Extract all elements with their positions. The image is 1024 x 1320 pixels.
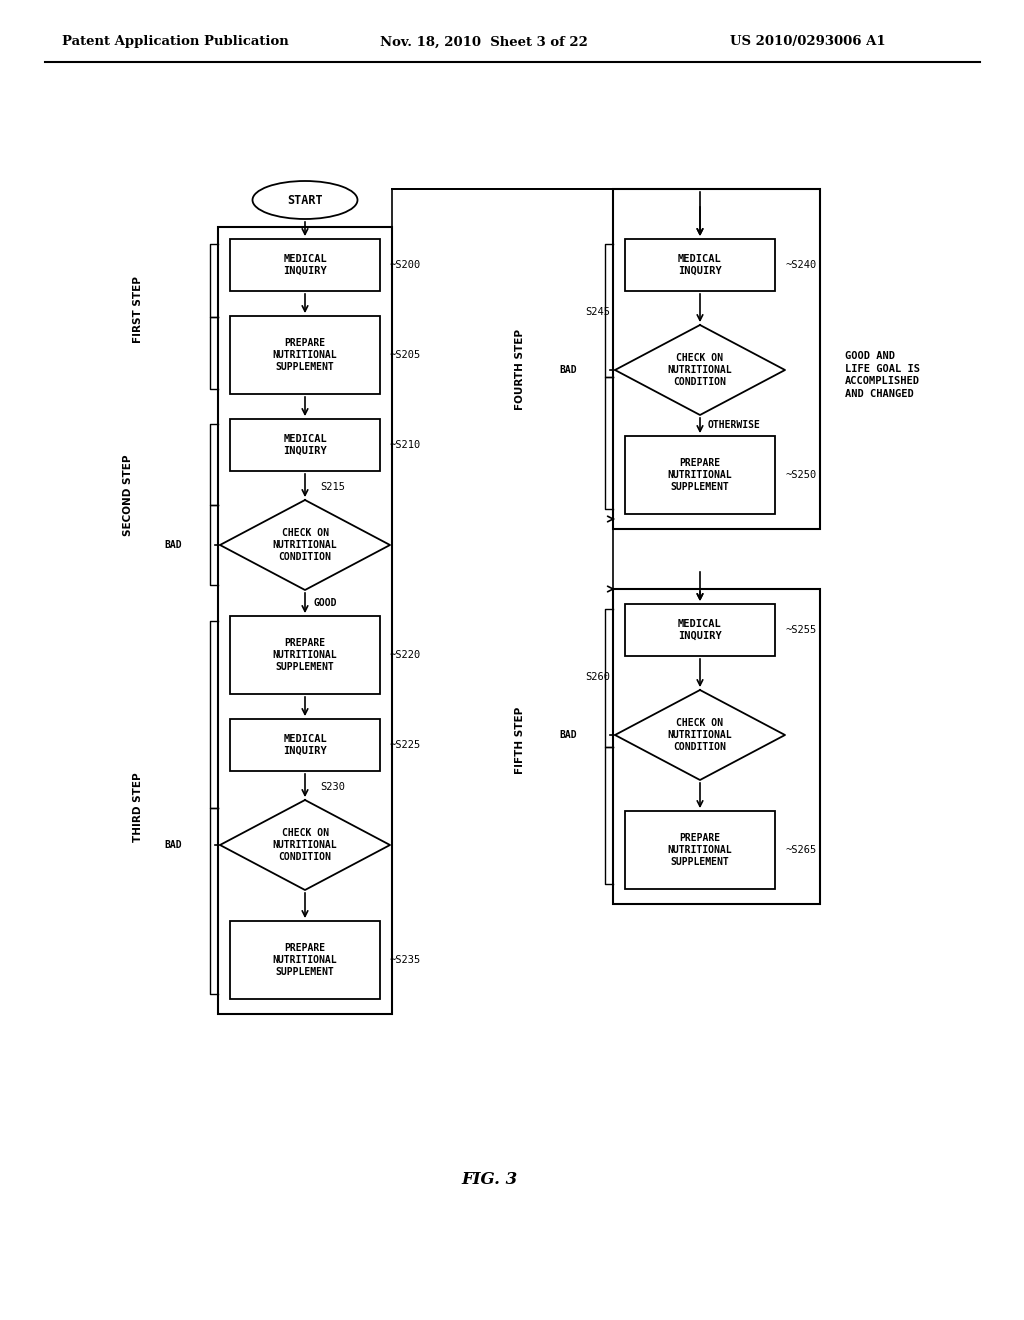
Text: ~S250: ~S250 — [785, 470, 816, 480]
Text: S260: S260 — [585, 672, 610, 682]
Text: FIFTH STEP: FIFTH STEP — [515, 706, 525, 774]
Text: Nov. 18, 2010  Sheet 3 of 22: Nov. 18, 2010 Sheet 3 of 22 — [380, 36, 588, 49]
Text: BAD: BAD — [559, 366, 577, 375]
Text: ~S205: ~S205 — [390, 350, 421, 360]
Polygon shape — [220, 800, 390, 890]
Text: MEDICAL
INQUIRY: MEDICAL INQUIRY — [678, 253, 722, 276]
Text: THIRD STEP: THIRD STEP — [133, 772, 143, 842]
Text: S245: S245 — [585, 308, 610, 317]
Text: FIG. 3: FIG. 3 — [462, 1172, 518, 1188]
Text: BAD: BAD — [165, 840, 182, 850]
Text: OTHERWISE: OTHERWISE — [708, 421, 761, 430]
Text: S215: S215 — [319, 482, 345, 492]
Text: S230: S230 — [319, 781, 345, 792]
Text: SECOND STEP: SECOND STEP — [123, 454, 133, 536]
FancyBboxPatch shape — [625, 810, 775, 888]
Text: CHECK ON
NUTRITIONAL
CONDITION: CHECK ON NUTRITIONAL CONDITION — [668, 718, 732, 752]
Text: ~S265: ~S265 — [785, 845, 816, 855]
FancyBboxPatch shape — [230, 921, 380, 999]
Text: BAD: BAD — [559, 730, 577, 741]
Text: PREPARE
NUTRITIONAL
SUPPLEMENT: PREPARE NUTRITIONAL SUPPLEMENT — [272, 942, 337, 977]
FancyBboxPatch shape — [625, 239, 775, 290]
Text: MEDICAL
INQUIRY: MEDICAL INQUIRY — [283, 734, 327, 756]
FancyBboxPatch shape — [230, 616, 380, 694]
FancyBboxPatch shape — [625, 436, 775, 513]
Text: FIRST STEP: FIRST STEP — [133, 277, 143, 343]
FancyBboxPatch shape — [230, 418, 380, 471]
Polygon shape — [615, 690, 785, 780]
Text: US 2010/0293006 A1: US 2010/0293006 A1 — [730, 36, 886, 49]
Text: BAD: BAD — [165, 540, 182, 550]
Text: MEDICAL
INQUIRY: MEDICAL INQUIRY — [678, 619, 722, 642]
Text: ~S225: ~S225 — [390, 741, 421, 750]
Text: Patent Application Publication: Patent Application Publication — [62, 36, 289, 49]
Text: START: START — [287, 194, 323, 206]
Text: GOOD AND
LIFE GOAL IS
ACCOMPLISHED
AND CHANGED: GOOD AND LIFE GOAL IS ACCOMPLISHED AND C… — [845, 351, 920, 399]
Text: CHECK ON
NUTRITIONAL
CONDITION: CHECK ON NUTRITIONAL CONDITION — [668, 352, 732, 387]
Text: CHECK ON
NUTRITIONAL
CONDITION: CHECK ON NUTRITIONAL CONDITION — [272, 828, 337, 862]
Polygon shape — [220, 500, 390, 590]
Polygon shape — [615, 325, 785, 414]
Text: ~S240: ~S240 — [785, 260, 816, 271]
FancyBboxPatch shape — [625, 605, 775, 656]
Text: ~S255: ~S255 — [785, 624, 816, 635]
Text: CHECK ON
NUTRITIONAL
CONDITION: CHECK ON NUTRITIONAL CONDITION — [272, 528, 337, 562]
FancyBboxPatch shape — [230, 239, 380, 290]
Text: ~S210: ~S210 — [390, 440, 421, 450]
Text: GOOD: GOOD — [313, 598, 337, 609]
Text: PREPARE
NUTRITIONAL
SUPPLEMENT: PREPARE NUTRITIONAL SUPPLEMENT — [272, 338, 337, 372]
Text: ~S200: ~S200 — [390, 260, 421, 271]
FancyBboxPatch shape — [230, 315, 380, 393]
FancyBboxPatch shape — [230, 719, 380, 771]
Text: ~S220: ~S220 — [390, 649, 421, 660]
Text: PREPARE
NUTRITIONAL
SUPPLEMENT: PREPARE NUTRITIONAL SUPPLEMENT — [668, 458, 732, 492]
Text: PREPARE
NUTRITIONAL
SUPPLEMENT: PREPARE NUTRITIONAL SUPPLEMENT — [272, 638, 337, 672]
Ellipse shape — [253, 181, 357, 219]
Text: MEDICAL
INQUIRY: MEDICAL INQUIRY — [283, 434, 327, 455]
Text: PREPARE
NUTRITIONAL
SUPPLEMENT: PREPARE NUTRITIONAL SUPPLEMENT — [668, 833, 732, 867]
Text: MEDICAL
INQUIRY: MEDICAL INQUIRY — [283, 253, 327, 276]
Text: ~S235: ~S235 — [390, 954, 421, 965]
Text: FOURTH STEP: FOURTH STEP — [515, 330, 525, 411]
